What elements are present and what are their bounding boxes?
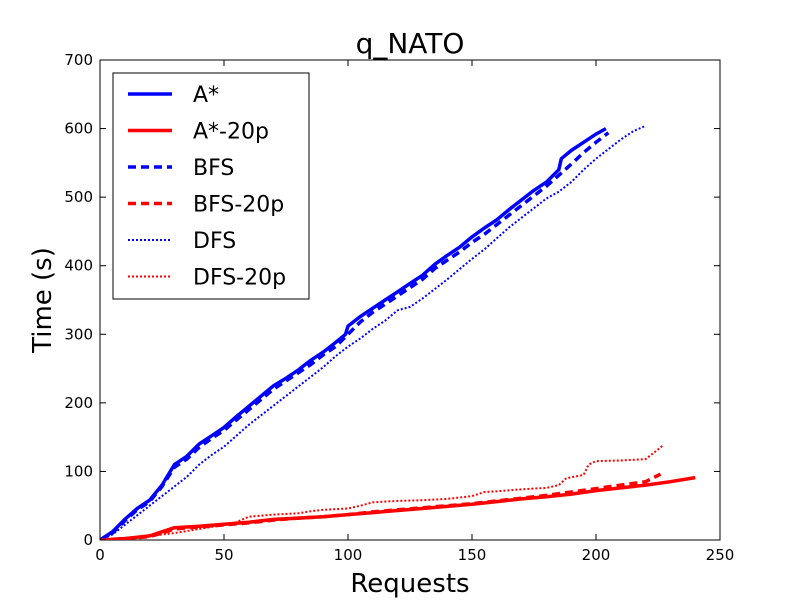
y-tick-label: 700 — [64, 51, 93, 69]
x-tick-label: 150 — [458, 546, 487, 564]
series-line-4 — [100, 472, 662, 540]
chart-title: q_NATO — [356, 27, 465, 60]
series-line-1 — [100, 127, 607, 540]
y-tick-label: 400 — [64, 257, 93, 275]
x-tick-label: 250 — [706, 546, 735, 564]
y-tick-label: 0 — [83, 531, 93, 549]
x-tick-label: 0 — [95, 546, 105, 564]
series-layer — [100, 124, 696, 540]
y-tick-label: 100 — [64, 462, 93, 480]
series-line-6 — [100, 444, 664, 540]
y-axis-label: Time (s) — [28, 247, 58, 354]
legend-label: A*-20p — [193, 120, 269, 145]
legend-box — [112, 72, 310, 300]
legend-label: DFS — [193, 229, 236, 254]
x-tick-label: 100 — [334, 546, 363, 564]
x-axis-label: Requests — [350, 569, 469, 599]
y-tick-label: 200 — [64, 394, 93, 412]
series-line-3 — [100, 131, 610, 540]
y-tick-label: 500 — [64, 188, 93, 206]
legend: A* A*-20p BFS BFS-20p DFS DFS-20p — [112, 72, 310, 300]
series-line-5 — [100, 124, 647, 540]
legend-label: A* — [193, 83, 219, 108]
y-tick-label: 600 — [64, 120, 93, 138]
x-tick-label: 200 — [582, 546, 611, 564]
axis-ticks: 0 50 100 150 200 250 0 100 200 300 400 500 600 700 — [64, 51, 734, 564]
legend-label: BFS-20p — [193, 193, 284, 218]
x-tick-label: 50 — [214, 546, 233, 564]
legend-label: BFS — [193, 156, 234, 181]
y-tick-label: 300 — [64, 325, 93, 343]
legend-label: DFS-20p — [193, 266, 286, 291]
